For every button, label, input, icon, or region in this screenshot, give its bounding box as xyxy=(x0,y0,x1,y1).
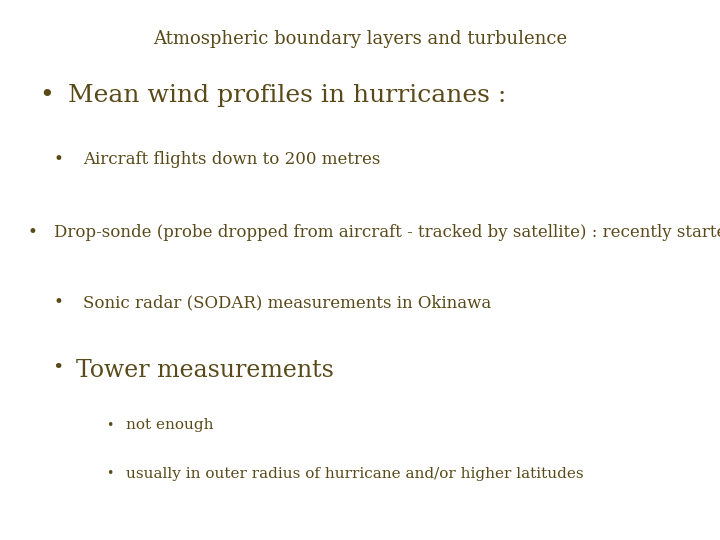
Text: Drop-sonde (probe dropped from aircraft - tracked by satellite) : recently start: Drop-sonde (probe dropped from aircraft … xyxy=(54,224,720,241)
Text: Atmospheric boundary layers and turbulence: Atmospheric boundary layers and turbulen… xyxy=(153,30,567,48)
Text: Aircraft flights down to 200 metres: Aircraft flights down to 200 metres xyxy=(83,151,380,168)
Text: usually in outer radius of hurricane and/or higher latitudes: usually in outer radius of hurricane and… xyxy=(126,467,584,481)
Text: •: • xyxy=(27,224,37,241)
Text: Mean wind profiles in hurricanes :: Mean wind profiles in hurricanes : xyxy=(68,84,507,107)
Text: not enough: not enough xyxy=(126,418,214,433)
Text: Tower measurements: Tower measurements xyxy=(76,359,333,382)
Text: Sonic radar (SODAR) measurements in Okinawa: Sonic radar (SODAR) measurements in Okin… xyxy=(83,294,491,311)
Text: •: • xyxy=(107,467,114,480)
Text: •: • xyxy=(54,294,64,311)
Text: •: • xyxy=(40,84,54,107)
Text: •: • xyxy=(52,359,63,377)
Text: •: • xyxy=(107,418,114,431)
Text: •: • xyxy=(54,151,64,168)
